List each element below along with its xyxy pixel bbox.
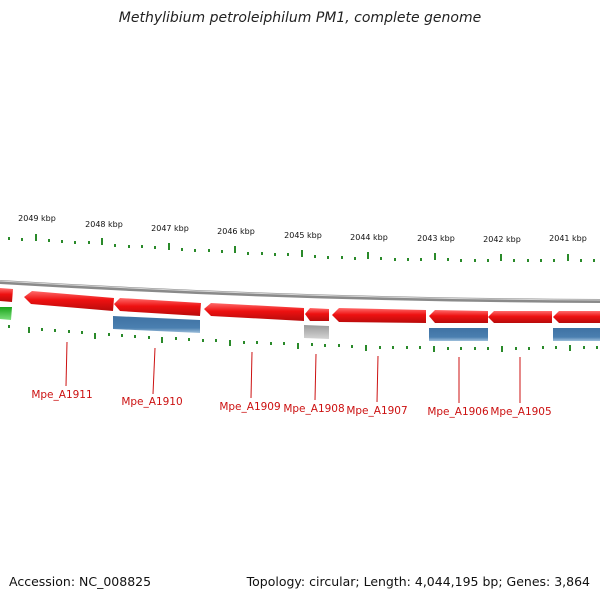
gene-arrow bbox=[332, 308, 426, 323]
scale-label: 2045 kbp bbox=[284, 231, 322, 240]
tick-major bbox=[35, 234, 37, 241]
genome-backbone-highlight bbox=[0, 280, 600, 301]
reverse-gene-block bbox=[429, 328, 488, 341]
genome-title: Methylibium petroleiphilum PM1, complete… bbox=[118, 10, 482, 26]
gene-label: Mpe_A1905 bbox=[490, 406, 551, 418]
scale-labels: 2049 kbp 2048 kbp 2047 kbp 2046 kbp 2045… bbox=[18, 214, 587, 244]
scale-label: 2047 kbp bbox=[151, 224, 189, 233]
gene-arrow bbox=[553, 311, 600, 323]
outer-ticks bbox=[8, 234, 595, 262]
gene-label: Mpe_A1908 bbox=[283, 403, 344, 415]
label-leader bbox=[376, 355, 379, 403]
scale-label: 2043 kbp bbox=[417, 234, 455, 243]
gene-arrow bbox=[114, 298, 201, 316]
gene-arrow bbox=[429, 310, 488, 323]
rna-feature bbox=[0, 307, 12, 320]
scale-label: 2049 kbp bbox=[18, 214, 56, 223]
scale-label: 2048 kbp bbox=[85, 220, 123, 229]
scale-label: 2041 kbp bbox=[549, 234, 587, 243]
topology-summary: Topology: circular; Length: 4,044,195 bp… bbox=[246, 574, 590, 589]
gene-arrow bbox=[24, 291, 114, 311]
gene-arrow bbox=[488, 311, 552, 323]
forward-strand-genes bbox=[0, 288, 600, 323]
gene-label: Mpe_A1911 bbox=[31, 389, 92, 401]
other-feature-block bbox=[304, 325, 329, 339]
tick-major bbox=[301, 250, 303, 257]
tick-major bbox=[434, 253, 436, 260]
label-leader bbox=[65, 341, 68, 387]
gene-arrow bbox=[305, 308, 329, 321]
accession-label: Accession: NC_008825 bbox=[9, 574, 152, 589]
inner-ticks bbox=[8, 325, 598, 352]
tick-major bbox=[168, 243, 170, 250]
tick-major bbox=[367, 252, 369, 259]
label-leader bbox=[314, 353, 317, 401]
tick-major bbox=[234, 246, 236, 253]
scale-label: 2044 kbp bbox=[350, 233, 388, 242]
gene-label-leaders bbox=[65, 341, 521, 403]
tick-major bbox=[567, 254, 569, 261]
scale-label: 2046 kbp bbox=[217, 227, 255, 236]
reverse-gene-block bbox=[553, 328, 600, 341]
gene-label: Mpe_A1909 bbox=[219, 401, 280, 413]
tick-minor-row bbox=[8, 237, 595, 262]
reverse-strand-features bbox=[0, 307, 600, 341]
scale-label: 2042 kbp bbox=[483, 235, 521, 244]
label-leader bbox=[250, 351, 253, 399]
label-leader bbox=[152, 347, 156, 395]
genome-backbone bbox=[0, 280, 600, 303]
gene-arrow bbox=[0, 288, 13, 302]
tick-major bbox=[500, 254, 502, 261]
tick-major bbox=[101, 238, 103, 245]
gene-arrow bbox=[204, 303, 304, 321]
gene-label: Mpe_A1910 bbox=[121, 396, 182, 408]
gene-label: Mpe_A1907 bbox=[346, 405, 407, 417]
gene-labels: Mpe_A1911 Mpe_A1910 Mpe_A1909 Mpe_A1908 … bbox=[31, 389, 551, 418]
gene-label: Mpe_A1906 bbox=[427, 406, 489, 418]
reverse-gene-block bbox=[113, 316, 200, 333]
